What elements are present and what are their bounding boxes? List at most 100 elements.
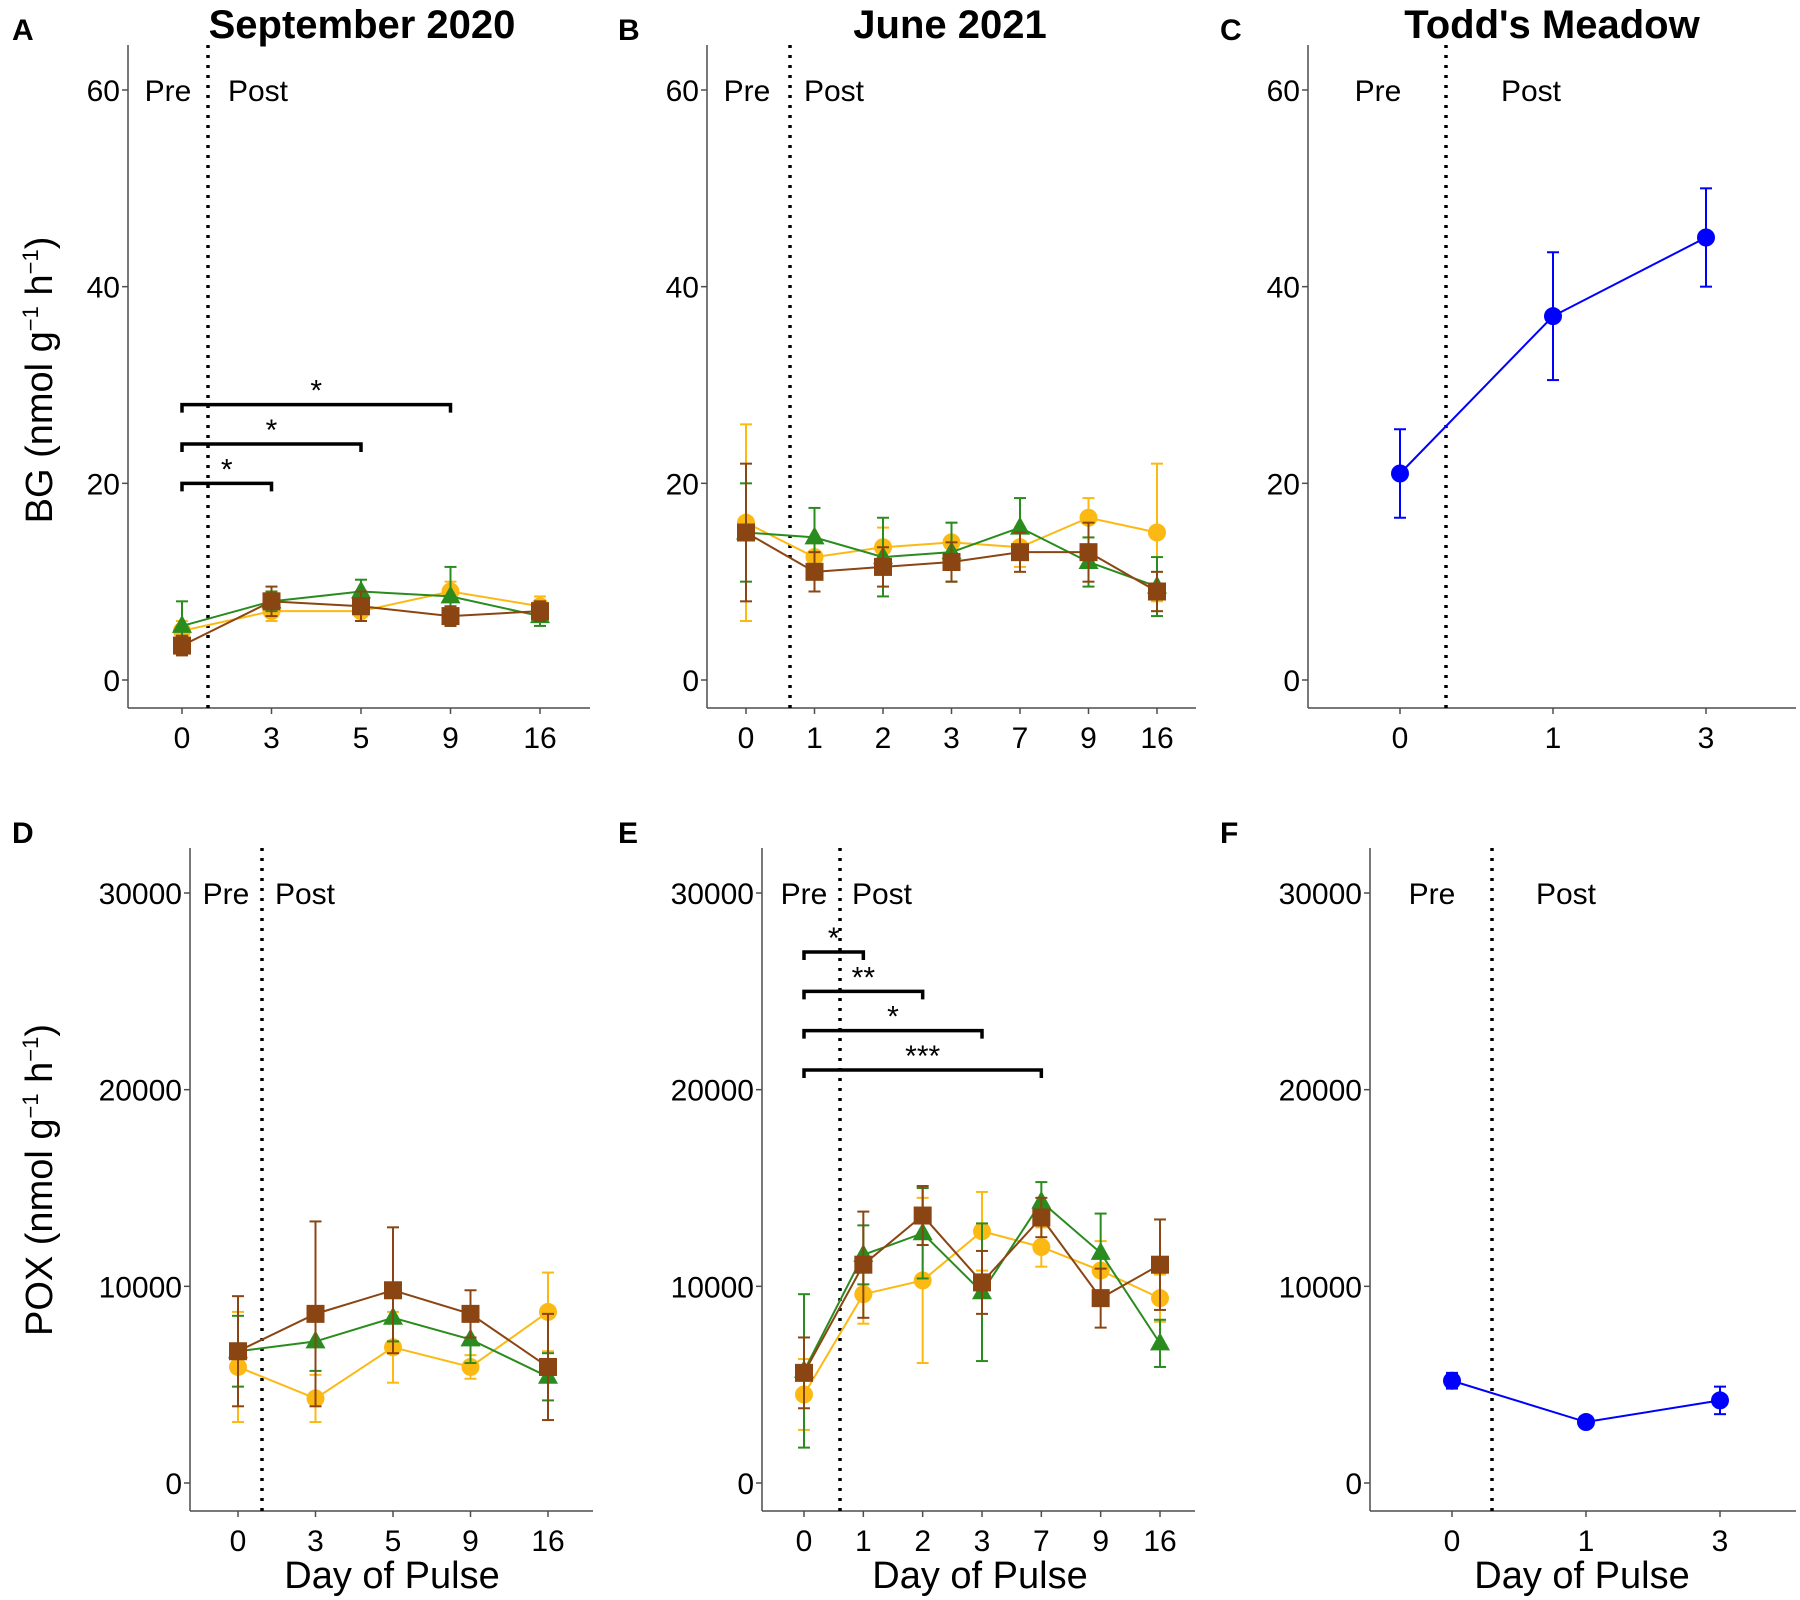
a-post-label: Post (228, 75, 289, 108)
e-point-brown (1091, 1289, 1110, 1308)
c-x-tick-label: 3 (1698, 722, 1715, 755)
d-x-tick-label: 16 (531, 1525, 564, 1558)
a-sig-label: * (266, 414, 278, 447)
c-point-blue (1544, 307, 1562, 326)
e-x-tick-label: 9 (1092, 1525, 1109, 1558)
a-x-tick-label: 16 (523, 722, 556, 755)
c-y-tick-label: 40 (1267, 272, 1300, 305)
d-y-tick-label: 20000 (99, 1075, 182, 1108)
b-point-brown (1011, 543, 1029, 562)
e-point-brown (854, 1255, 873, 1274)
a-sig-bracket (180, 442, 363, 452)
e-point-orange (1032, 1238, 1051, 1256)
b-y-tick-label: 0 (682, 665, 699, 698)
b-point-orange (1148, 523, 1166, 542)
e-x-tick-label: 7 (1033, 1525, 1050, 1558)
d-y-tick-label: 0 (165, 1468, 182, 1501)
a-y-tick-label: 40 (87, 272, 120, 305)
a-sig-label: * (221, 453, 233, 486)
x-axis-title-f: Day of Pulse (1474, 1555, 1689, 1597)
e-point-brown (913, 1206, 932, 1225)
c-post-label: Post (1501, 75, 1562, 108)
a-point-green (351, 580, 371, 599)
d-point-brown (539, 1357, 557, 1376)
y-axis-title-bg-mid: h (19, 274, 61, 306)
b-point-green (804, 526, 825, 545)
d-post-label: Post (275, 878, 336, 911)
b-x-tick-label: 3 (943, 722, 960, 755)
f-y-tick-label: 30000 (1279, 878, 1362, 911)
d-x-tick-label: 5 (385, 1525, 402, 1558)
f-y-tick-label: 10000 (1279, 1271, 1362, 1304)
e-sig-bracket (802, 950, 866, 960)
a-x-tick-label: 9 (442, 722, 459, 755)
d-point-brown (461, 1304, 480, 1323)
a-y-tick-label: 20 (87, 468, 120, 501)
a-point-brown (531, 602, 549, 621)
d-point-orange (539, 1302, 557, 1321)
b-x-tick-label: 2 (875, 722, 892, 755)
c-point-blue (1391, 464, 1409, 483)
b-y-tick-label: 40 (666, 272, 699, 305)
panel-letter-d: D (12, 817, 34, 850)
panel-a-plot: 0 20 40 60 0 3 5 9 16 Pre Post * * * (87, 45, 590, 755)
c-pre-label: Pre (1355, 75, 1402, 108)
panel-letter-f: F (1220, 817, 1238, 850)
f-x-tick-label: 3 (1712, 1525, 1729, 1558)
e-x-tick-label: 1 (855, 1525, 872, 1558)
e-sig-bracket (802, 989, 925, 1000)
f-point-blue (1577, 1413, 1595, 1432)
a-y-tick-label: 60 (87, 75, 120, 108)
y-axis-title-pox-sup1: −1 (18, 1093, 43, 1118)
panel-b-plot: 0 20 40 60 0 1 2 3 7 9 16 Pre Post (666, 45, 1196, 755)
a-y-tick-label: 0 (103, 665, 120, 698)
c-y-tick-label: 20 (1267, 468, 1300, 501)
b-point-brown (737, 523, 755, 542)
a-sig-label: * (310, 375, 322, 408)
a-point-brown (262, 592, 281, 611)
b-point-brown (1148, 582, 1166, 601)
d-x-tick-label: 9 (462, 1525, 479, 1558)
f-post-label: Post (1536, 878, 1597, 911)
d-x-tick-label: 0 (230, 1525, 247, 1558)
b-x-tick-label: 7 (1012, 722, 1029, 755)
y-axis-title-pox: POX (nmol g−1 h−1) (18, 1024, 61, 1336)
panel-d-plot: 0 10000 20000 30000 0 3 5 9 16 Pre Post (99, 848, 593, 1558)
panel-c-plot: 0 20 40 60 0 1 3 Pre Post (1267, 45, 1796, 755)
f-x-tick-label: 0 (1444, 1525, 1461, 1558)
panel-letter-b: B (618, 14, 640, 47)
x-axis-title-d: Day of Pulse (284, 1555, 499, 1597)
a-x-tick-label: 0 (174, 722, 191, 755)
e-pre-label: Pre (781, 878, 828, 911)
panel-title-a: September 2020 (209, 3, 516, 47)
a-point-brown (441, 607, 460, 626)
d-y-tick-label: 10000 (99, 1271, 182, 1304)
f-pre-label: Pre (1409, 878, 1456, 911)
e-y-tick-label: 0 (737, 1468, 754, 1501)
e-sig-bracket (802, 1028, 984, 1039)
d-y-tick-label: 30000 (99, 878, 182, 911)
a-point-brown (352, 597, 370, 616)
y-axis-title-bg: BG (nmol g−1 h−1) (18, 237, 61, 524)
b-x-tick-label: 16 (1140, 722, 1173, 755)
c-y-tick-label: 60 (1267, 75, 1300, 108)
e-point-brown (1151, 1255, 1169, 1274)
panel-title-b: June 2021 (853, 3, 1046, 47)
e-point-brown (795, 1363, 813, 1382)
b-x-tick-label: 1 (806, 722, 823, 755)
f-point-blue (1443, 1371, 1461, 1390)
b-point-brown (874, 557, 892, 576)
panel-letter-a: A (12, 14, 34, 47)
c-y-tick-label: 0 (1283, 665, 1300, 698)
b-y-tick-label: 20 (666, 468, 699, 501)
y-axis-title-pox-mid: h (19, 1062, 61, 1094)
f-y-tick-label: 20000 (1279, 1075, 1362, 1108)
panel-letter-c: C (1220, 14, 1242, 47)
a-sig-bracket (180, 481, 274, 492)
a-point-brown (173, 636, 191, 655)
b-point-brown (805, 562, 824, 581)
y-axis-title-pox-close: ) (19, 1024, 61, 1037)
panel-title-c: Todd's Meadow (1404, 3, 1700, 47)
b-point-brown (1079, 543, 1098, 562)
